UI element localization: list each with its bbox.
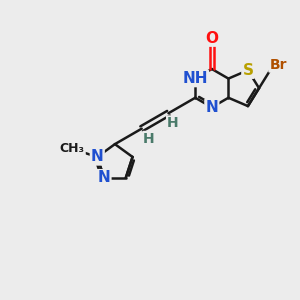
Text: Br: Br	[269, 58, 287, 71]
Text: NH: NH	[182, 71, 208, 86]
Text: S: S	[242, 63, 253, 78]
Text: H: H	[143, 132, 155, 146]
Text: N: N	[206, 100, 218, 115]
Text: N: N	[91, 149, 103, 164]
Text: CH₃: CH₃	[60, 142, 85, 155]
Text: O: O	[205, 31, 218, 46]
Text: H: H	[167, 116, 179, 130]
Text: N: N	[98, 170, 110, 185]
